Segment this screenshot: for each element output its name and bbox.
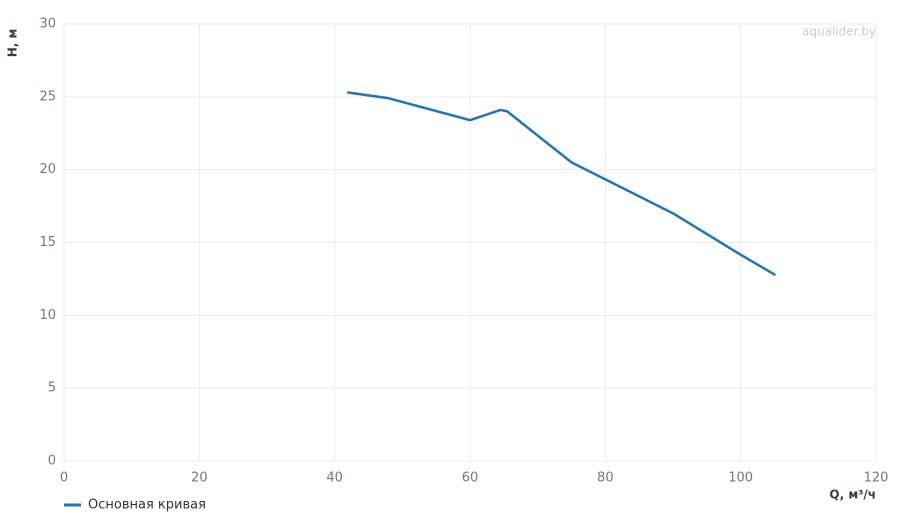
- y-axis-title: H, м: [6, 29, 20, 58]
- y-tick-label: 15: [39, 235, 56, 250]
- watermark: aqualider.by: [802, 25, 876, 39]
- x-tick-label: 0: [60, 471, 68, 486]
- y-tick-label: 5: [48, 381, 56, 396]
- y-tick-label: 25: [39, 89, 56, 104]
- y-tick-label: 30: [39, 17, 56, 32]
- x-tick-label: 40: [326, 471, 343, 486]
- y-tick-label: 10: [39, 308, 56, 323]
- x-tick-label: 20: [191, 471, 208, 486]
- x-axis-title: Q, м³/ч: [829, 488, 876, 502]
- x-tick-label: 120: [864, 471, 889, 486]
- x-tick-label: 80: [597, 471, 614, 486]
- x-tick-label: 60: [462, 471, 479, 486]
- y-tick-label: 20: [39, 162, 56, 177]
- legend-label: Основная кривая: [88, 498, 206, 513]
- line-series: [346, 91, 776, 276]
- x-tick-label: 100: [728, 471, 753, 486]
- y-tick-label: 0: [48, 454, 56, 469]
